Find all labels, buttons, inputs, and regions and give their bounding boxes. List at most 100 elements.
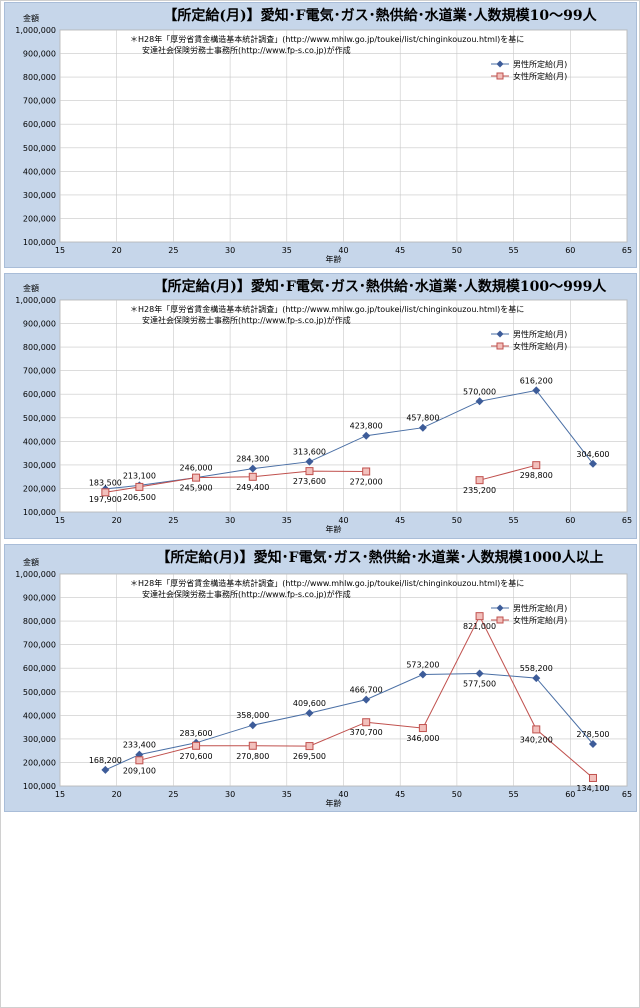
legend-marker-square (496, 616, 504, 624)
x-tick-label: 20 (112, 790, 122, 799)
data-point-female (588, 773, 597, 782)
data-label: 213,100 (123, 471, 156, 480)
data-label: 245,900 (180, 484, 213, 493)
y-tick-label: 700,000 (23, 641, 56, 650)
legend-label: 女性所定給(月) (513, 341, 567, 351)
y-tick-label: 700,000 (23, 97, 56, 106)
x-tick-label: 40 (338, 790, 348, 799)
data-point-female (362, 467, 371, 476)
legend-label: 男性所定給(月) (513, 603, 567, 613)
source-note: ＊H28年「厚労省賃金構造基本統計調査」(http://www.mhlw.go.… (130, 304, 524, 314)
x-tick-label: 65 (622, 790, 632, 799)
legend-label: 女性所定給(月) (513, 71, 567, 81)
data-point-female (305, 742, 314, 751)
data-label: 273,600 (293, 477, 326, 486)
data-label: 269,500 (293, 752, 326, 761)
legend-marker-diamond (496, 604, 504, 612)
y-tick-label: 500,000 (23, 688, 56, 697)
source-note: 安達社会保険労務士事務所(http://www.fp-s.co.jp)が作成 (142, 315, 351, 325)
data-point-male (362, 431, 371, 440)
x-tick-label: 55 (509, 516, 519, 525)
data-label: 168,200 (89, 756, 122, 765)
x-axis-label: 年齢 (326, 254, 342, 264)
data-point-female (192, 473, 201, 482)
y-tick-label: 700,000 (23, 367, 56, 376)
data-label: 616,200 (520, 376, 553, 385)
data-point-male (475, 397, 484, 406)
y-tick-label: 400,000 (23, 167, 56, 176)
y-tick-label: 500,000 (23, 414, 56, 423)
x-tick-label: 25 (168, 516, 178, 525)
source-note: 安達社会保険労務士事務所(http://www.fp-s.co.jp)が作成 (142, 45, 351, 55)
chart-panel-3: 【所定給(月)】愛知･F電気･ガス･熱供給･水道業･人数規模1000人以上 100… (4, 544, 637, 812)
data-label: 313,600 (293, 448, 326, 457)
chart-panel-2: 【所定給(月)】愛知･F電気･ガス･熱供給･水道業･人数規模100～999人 10… (4, 273, 637, 539)
data-point-male (588, 459, 597, 468)
chart-panel-1: 【所定給(月)】愛知･F電気･ガス･熱供給･水道業･人数規模10～99人 100,… (4, 2, 637, 268)
y-tick-label: 800,000 (23, 617, 56, 626)
y-tick-label: 300,000 (23, 461, 56, 470)
data-point-female (135, 482, 144, 491)
data-label: 209,100 (123, 766, 156, 775)
legend-label: 男性所定給(月) (513, 329, 567, 339)
y-tick-label: 600,000 (23, 390, 56, 399)
x-tick-label: 65 (622, 246, 632, 255)
data-point-male (305, 457, 314, 466)
data-label: 249,400 (236, 483, 269, 492)
x-tick-label: 50 (452, 246, 462, 255)
y-tick-label: 1,000,000 (15, 296, 56, 305)
chart-svg-3: 【所定給(月)】愛知･F電気･ガス･熱供給･水道業･人数規模1000人以上 100… (15, 549, 632, 808)
chart-svg-2: 【所定給(月)】愛知･F電気･ガス･熱供給･水道業･人数規模100～999人 10… (15, 278, 632, 534)
data-label: 577,500 (463, 680, 496, 689)
data-point-female (475, 476, 484, 485)
data-label: 270,600 (180, 752, 213, 761)
x-axis-label: 年齢 (326, 524, 342, 534)
data-label: 206,500 (123, 493, 156, 502)
data-point-female (192, 741, 201, 750)
y-tick-label: 900,000 (23, 50, 56, 59)
x-tick-label: 15 (55, 516, 65, 525)
data-label: 346,000 (406, 734, 439, 743)
x-tick-label: 40 (338, 246, 348, 255)
data-point-female (135, 756, 144, 765)
data-label: 197,900 (89, 495, 122, 504)
y-tick-label: 400,000 (23, 711, 56, 720)
series-line (105, 464, 537, 493)
x-tick-label: 40 (338, 516, 348, 525)
data-label: 233,400 (123, 741, 156, 750)
x-tick-label: 30 (225, 516, 235, 525)
y-tick-label: 600,000 (23, 120, 56, 129)
data-point-female (101, 488, 110, 497)
legend-marker-diamond (496, 60, 504, 68)
chart-svg-1: 【所定給(月)】愛知･F電気･ガス･熱供給･水道業･人数規模10～99人 100,… (15, 7, 632, 264)
y-tick-label: 300,000 (23, 735, 56, 744)
data-point-male (418, 670, 427, 679)
source-note: ＊H28年「厚労省賃金構造基本統計調査」(http://www.mhlw.go.… (130, 578, 524, 588)
data-point-male (248, 721, 257, 730)
y-tick-label: 300,000 (23, 191, 56, 200)
data-point-female (475, 612, 484, 621)
legend-marker-square (496, 342, 504, 350)
x-tick-label: 45 (395, 516, 405, 525)
x-tick-label: 55 (509, 790, 519, 799)
x-tick-label: 60 (565, 246, 575, 255)
y-tick-label: 1,000,000 (15, 26, 56, 35)
data-label: 284,300 (236, 455, 269, 464)
y-axis-label: 金額 (23, 283, 39, 293)
data-point-female (248, 472, 257, 481)
data-point-male (248, 464, 257, 473)
data-point-female (532, 725, 541, 734)
chart-title: 【所定給(月)】愛知･F電気･ガス･熱供給･水道業･人数規模10～99人 (163, 7, 597, 24)
x-tick-label: 45 (395, 790, 405, 799)
y-tick-label: 600,000 (23, 664, 56, 673)
x-tick-label: 50 (452, 516, 462, 525)
y-tick-label: 100,000 (23, 238, 56, 247)
data-label: 409,600 (293, 699, 326, 708)
y-tick-label: 400,000 (23, 437, 56, 446)
data-label: 183,500 (89, 478, 122, 487)
data-label: 457,800 (406, 414, 439, 423)
data-label: 283,600 (180, 729, 213, 738)
data-label: 235,200 (463, 486, 496, 495)
data-label: 246,000 (180, 464, 213, 473)
data-point-male (135, 750, 144, 759)
